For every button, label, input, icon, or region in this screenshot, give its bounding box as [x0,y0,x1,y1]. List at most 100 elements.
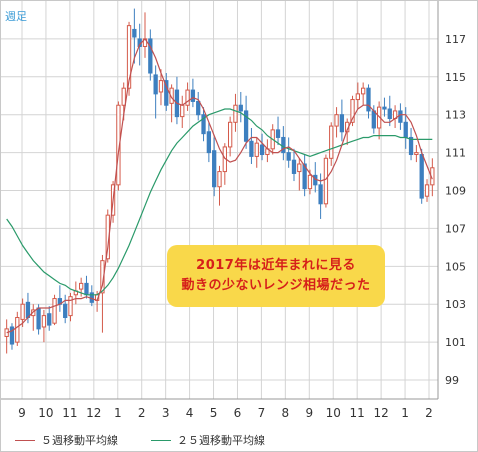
x-tick-label: 9 [305,406,313,420]
candle-body [398,110,403,123]
y-tick-label: 103 [445,298,466,311]
annotation-line-2: 動きの少ないレンジ相場だった [181,278,371,293]
x-tick-label: 3 [162,406,170,420]
x-tick-label: 10 [38,406,53,420]
legend-item-ma5: ５週移動平均線 [15,432,118,448]
candle-body [339,114,345,133]
legend-label-ma25: ２５週移動平均線 [177,434,265,447]
candle-body [238,104,243,112]
y-tick-label: 109 [445,185,466,198]
candle-body [419,154,424,199]
candle-body [180,104,185,118]
candle-body [302,163,307,190]
candle-body [132,28,137,38]
period-label: 週足 [5,10,27,23]
x-tick-label: 6 [234,406,242,420]
candle-body [275,129,281,138]
candle-body [36,307,41,330]
legend-label-ma5: ５週移動平均線 [41,434,118,447]
candle-body [408,136,414,156]
y-tick-label: 117 [445,33,466,46]
x-tick-label: 8 [282,406,290,420]
candle-body [20,303,25,320]
candle-body [148,38,153,74]
series-ma25-line [6,108,433,296]
candle-body [201,114,206,135]
candle-body [217,171,222,188]
candle-body [212,150,217,188]
candle-body [63,303,68,319]
candle-body [371,110,376,129]
candle-body [307,174,313,190]
x-tick-label: 1 [401,406,409,420]
candle-body [233,104,238,123]
x-tick-label: 12 [373,406,388,420]
candle-body [286,152,291,161]
candle-body [318,184,323,205]
candle-body [79,282,84,290]
candle-body [126,25,132,89]
candle-body [259,144,265,156]
x-tick-label: 9 [18,406,26,420]
candle-body [366,87,371,112]
candle-body [164,80,169,106]
candle-body [361,87,366,95]
candle-body [297,163,302,173]
x-tick-label: 7 [258,406,266,420]
y-tick-label: 115 [445,71,466,84]
x-tick-label: 2 [138,406,146,420]
candle-body [41,315,47,328]
candle-body [403,121,408,138]
candle-body [169,87,174,104]
y-tick-label: 105 [445,260,466,273]
x-tick-label: 11 [62,406,77,420]
x-tick-label: 4 [186,406,194,420]
annotation-line-1: 2017年は近年まれに見る [196,258,356,273]
y-tick-label: 111 [445,147,466,160]
candle-body [254,142,259,157]
candle-body [185,89,190,106]
x-tick-label: 5 [210,406,218,420]
legend: ５週移動平均線 ２５週移動平均線 [1,429,477,451]
x-tick-label: 12 [86,406,101,420]
legend-item-ma25: ２５週移動平均線 [151,432,265,448]
candle-body [153,74,158,95]
candle-body [15,317,20,343]
y-tick-label: 113 [445,109,466,122]
candle-body [350,99,355,123]
legend-swatch-ma25 [151,439,171,441]
x-tick-label: 11 [350,406,365,420]
candle-body [414,152,419,156]
candle-body [121,87,126,106]
y-tick-label: 99 [445,374,459,387]
candle-body [382,106,387,110]
annotation-callout: 2017年は近年まれに見る 動きの少ないレンジ相場だった [167,245,385,307]
candle-body [52,298,57,324]
candle-body [334,114,339,127]
candle-body [387,108,392,120]
candle-body [206,131,212,154]
candle-body [329,125,334,159]
series-ma5-line [6,37,433,334]
candle-body [190,89,196,102]
candle-body [249,140,254,157]
candle-body [227,121,233,148]
x-tick-label: 1 [114,406,122,420]
candle-body [25,301,31,319]
candle-body [68,296,73,317]
x-tick-label: 2 [425,406,433,420]
x-tick-label: 10 [326,406,341,420]
candle-body [291,159,297,174]
candle-body [47,313,52,326]
candle-body [158,80,164,93]
legend-swatch-ma5 [15,439,35,441]
candle-body [323,157,329,205]
candle-body [243,110,249,142]
candle-body [355,93,360,101]
y-tick-label: 107 [445,222,466,235]
candle-body [9,326,15,345]
candle-body [84,282,89,296]
candle-body [424,184,430,197]
